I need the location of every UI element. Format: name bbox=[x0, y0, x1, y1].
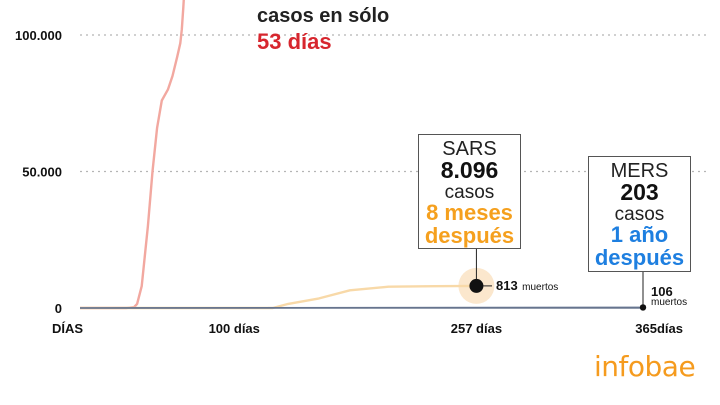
mers-when-line2: después bbox=[594, 244, 685, 270]
sars-endpoint bbox=[469, 278, 484, 293]
covid-annotation-days: 53 días bbox=[257, 29, 332, 54]
infobae-logo: infobae bbox=[594, 350, 696, 383]
mers-name: MERS bbox=[610, 160, 669, 182]
sars-deaths-label: muertos bbox=[522, 282, 559, 293]
y-tick-label-2: 0 bbox=[55, 301, 62, 316]
mers-callout: MERS 203 casos 1 año después bbox=[588, 156, 691, 272]
sars-callout: SARS 8.096 casos 8 meses después bbox=[418, 134, 521, 249]
mers-deaths-label: muertos bbox=[651, 297, 688, 308]
y-tick-label-0: 100.000 bbox=[15, 28, 62, 43]
mers-deaths-count: 106 bbox=[651, 284, 673, 299]
sars-count: 8.096 bbox=[440, 157, 499, 184]
sars-name: SARS bbox=[442, 138, 497, 160]
mers-unit: casos bbox=[614, 203, 665, 225]
sars-when-line2: después bbox=[424, 222, 515, 248]
x-tick-label-1: 100 días bbox=[209, 321, 260, 336]
mers-deaths: 106 muertos bbox=[651, 285, 687, 308]
series-line-0 bbox=[80, 0, 185, 310]
y-tick-label-1: 50.000 bbox=[22, 165, 62, 180]
mers-when-line1: 1 año bbox=[610, 222, 669, 248]
mers-endpoint bbox=[639, 304, 647, 311]
sars-deaths: 813 muertos bbox=[496, 277, 558, 295]
sars-when-line1: 8 meses bbox=[426, 200, 513, 226]
x-tick-label-0: DÍAS bbox=[52, 321, 83, 336]
covid-annotation-title: casos en sólo bbox=[257, 5, 390, 27]
x-tick-label-2: 257 días bbox=[451, 321, 502, 336]
sars-deaths-count: 813 bbox=[496, 278, 518, 293]
mers-count: 203 bbox=[620, 179, 659, 206]
x-tick-label-3: 365días bbox=[635, 321, 683, 336]
sars-unit: casos bbox=[444, 181, 495, 203]
